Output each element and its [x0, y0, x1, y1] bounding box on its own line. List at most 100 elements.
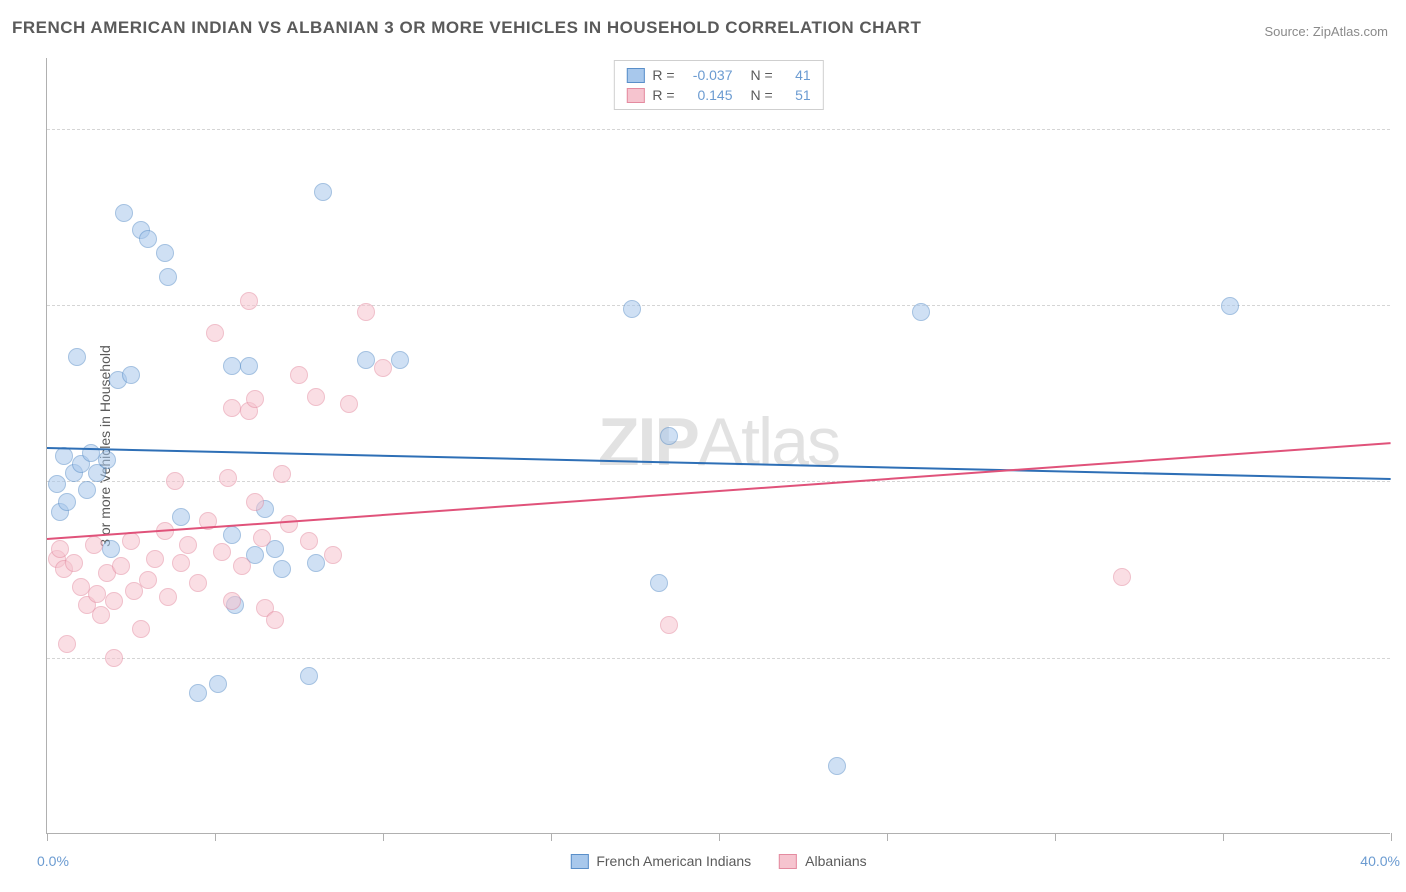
data-point-series2 — [189, 574, 207, 592]
data-point-series2 — [219, 469, 237, 487]
swatch-series2 — [779, 854, 797, 869]
stats-row-series1: R = -0.037 N = 41 — [626, 65, 810, 85]
x-axis-max-label: 40.0% — [1360, 853, 1400, 869]
x-tick — [719, 833, 720, 841]
gridline — [47, 658, 1390, 659]
stats-row-series2: R = 0.145 N = 51 — [626, 85, 810, 105]
legend-label-series2: Albanians — [805, 853, 867, 869]
data-point-series2 — [58, 635, 76, 653]
data-point-series2 — [166, 472, 184, 490]
data-point-series2 — [240, 292, 258, 310]
data-point-series2 — [159, 588, 177, 606]
legend-label-series1: French American Indians — [596, 853, 751, 869]
data-point-series1 — [122, 366, 140, 384]
r-value-series1: -0.037 — [683, 67, 733, 83]
swatch-series2 — [626, 88, 644, 103]
data-point-series2 — [233, 557, 251, 575]
data-point-series2 — [246, 493, 264, 511]
data-point-series2 — [223, 592, 241, 610]
data-point-series1 — [48, 475, 66, 493]
data-point-series1 — [115, 204, 133, 222]
data-point-series1 — [391, 351, 409, 369]
r-value-series2: 0.145 — [683, 87, 733, 103]
r-label: R = — [652, 67, 674, 83]
watermark-main: ZIP — [598, 404, 698, 480]
data-point-series1 — [139, 230, 157, 248]
data-point-series1 — [58, 493, 76, 511]
data-point-series1 — [172, 508, 190, 526]
data-point-series1 — [828, 757, 846, 775]
x-axis-min-label: 0.0% — [37, 853, 69, 869]
data-point-series2 — [223, 399, 241, 417]
swatch-series1 — [570, 854, 588, 869]
data-point-series2 — [112, 557, 130, 575]
data-point-series1 — [273, 560, 291, 578]
data-point-series1 — [912, 303, 930, 321]
data-point-series1 — [223, 357, 241, 375]
data-point-series2 — [273, 465, 291, 483]
data-point-series2 — [300, 532, 318, 550]
data-point-series2 — [206, 324, 224, 342]
data-point-series2 — [72, 578, 90, 596]
n-label: N = — [751, 87, 773, 103]
n-value-series1: 41 — [781, 67, 811, 83]
data-point-series1 — [660, 427, 678, 445]
data-point-series1 — [159, 268, 177, 286]
data-point-series1 — [623, 300, 641, 318]
data-point-series1 — [357, 351, 375, 369]
data-point-series1 — [223, 526, 241, 544]
data-point-series2 — [92, 606, 110, 624]
r-label: R = — [652, 87, 674, 103]
data-point-series1 — [55, 447, 73, 465]
x-tick — [383, 833, 384, 841]
bottom-legend: French American Indians Albanians — [570, 853, 866, 869]
data-point-series2 — [146, 550, 164, 568]
y-tick-label: 25.0% — [1400, 473, 1406, 489]
data-point-series1 — [209, 675, 227, 693]
chart-title: FRENCH AMERICAN INDIAN VS ALBANIAN 3 OR … — [12, 18, 921, 38]
data-point-series2 — [105, 592, 123, 610]
data-point-series2 — [1113, 568, 1131, 586]
data-point-series2 — [340, 395, 358, 413]
data-point-series2 — [172, 554, 190, 572]
data-point-series2 — [85, 536, 103, 554]
n-label: N = — [751, 67, 773, 83]
x-tick — [887, 833, 888, 841]
trend-line-series1 — [47, 447, 1391, 480]
legend-item-series2: Albanians — [779, 853, 867, 869]
x-tick — [1223, 833, 1224, 841]
legend-item-series1: French American Indians — [570, 853, 751, 869]
data-point-series2 — [253, 529, 271, 547]
gridline — [47, 481, 1390, 482]
data-point-series2 — [374, 359, 392, 377]
data-point-series1 — [300, 667, 318, 685]
data-point-series2 — [324, 546, 342, 564]
data-point-series2 — [660, 616, 678, 634]
data-point-series2 — [246, 390, 264, 408]
x-tick — [215, 833, 216, 841]
data-point-series2 — [357, 303, 375, 321]
x-tick — [1391, 833, 1392, 841]
data-point-series2 — [132, 620, 150, 638]
data-point-series2 — [88, 585, 106, 603]
data-point-series1 — [98, 451, 116, 469]
data-point-series1 — [307, 554, 325, 572]
data-point-series1 — [82, 444, 100, 462]
y-tick-label: 37.5% — [1400, 297, 1406, 313]
gridline — [47, 129, 1390, 130]
data-point-series1 — [78, 481, 96, 499]
data-point-series1 — [156, 244, 174, 262]
data-point-series1 — [68, 348, 86, 366]
data-point-series1 — [314, 183, 332, 201]
x-tick — [47, 833, 48, 841]
data-point-series2 — [51, 540, 69, 558]
data-point-series1 — [189, 684, 207, 702]
data-point-series1 — [650, 574, 668, 592]
scatter-plot-area: ZIPAtlas R = -0.037 N = 41 R = 0.145 N =… — [46, 58, 1390, 834]
data-point-series1 — [240, 357, 258, 375]
data-point-series2 — [65, 554, 83, 572]
data-point-series2 — [307, 388, 325, 406]
y-tick-label: 50.0% — [1400, 121, 1406, 137]
source-attribution: Source: ZipAtlas.com — [1264, 24, 1388, 39]
x-tick — [1055, 833, 1056, 841]
